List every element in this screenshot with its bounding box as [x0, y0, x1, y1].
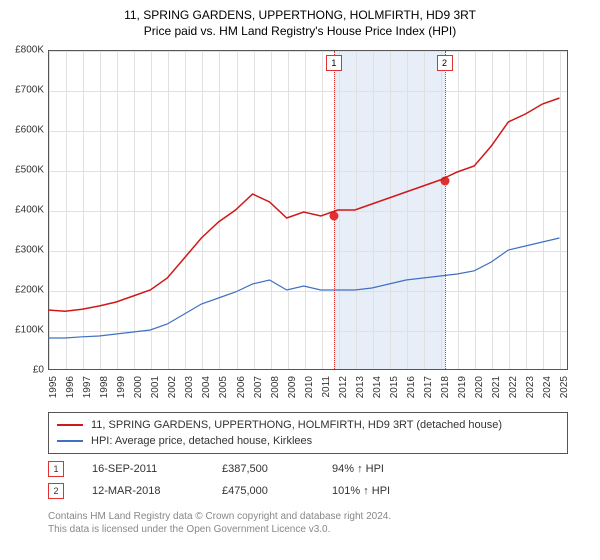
sale-date: 12-MAR-2018: [92, 485, 222, 497]
sale-row: 1 16-SEP-2011 £387,500 94% ↑ HPI: [48, 458, 568, 480]
title-address: 11, SPRING GARDENS, UPPERTHONG, HOLMFIRT…: [0, 8, 600, 24]
series-line: [48, 98, 560, 311]
x-axis-label: 2008: [270, 376, 281, 406]
x-axis-label: 2003: [184, 376, 195, 406]
x-axis-label: 1995: [48, 376, 59, 406]
x-axis-label: 2018: [440, 376, 451, 406]
x-axis-label: 1996: [65, 376, 76, 406]
legend-box: 11, SPRING GARDENS, UPPERTHONG, HOLMFIRT…: [48, 412, 568, 454]
x-axis-label: 2012: [338, 376, 349, 406]
x-axis-label: 2023: [525, 376, 536, 406]
title-block: 11, SPRING GARDENS, UPPERTHONG, HOLMFIRT…: [0, 0, 600, 39]
x-axis-label: 2017: [423, 376, 434, 406]
x-axis-label: 2020: [474, 376, 485, 406]
x-axis-label: 2024: [542, 376, 553, 406]
x-axis-label: 2006: [236, 376, 247, 406]
y-axis-label: £800K: [0, 45, 44, 56]
footer-line2: This data is licensed under the Open Gov…: [48, 523, 568, 536]
x-axis-label: 1998: [99, 376, 110, 406]
legend-swatch: [57, 424, 83, 426]
sale-vs-hpi: 94% ↑ HPI: [332, 463, 452, 475]
sale-vs-hpi: 101% ↑ HPI: [332, 485, 452, 497]
footer-attribution: Contains HM Land Registry data © Crown c…: [48, 510, 568, 536]
x-axis-label: 2014: [372, 376, 383, 406]
sale-row: 2 12-MAR-2018 £475,000 101% ↑ HPI: [48, 480, 568, 502]
chart-area: 12 £0£100K£200K£300K£400K£500K£600K£700K…: [48, 50, 568, 370]
sale-marker-icon: 1: [48, 461, 64, 477]
x-axis-label: 2004: [201, 376, 212, 406]
y-axis-label: £400K: [0, 205, 44, 216]
x-axis-label: 2022: [508, 376, 519, 406]
x-axis-label: 2016: [406, 376, 417, 406]
x-axis-label: 2011: [321, 376, 332, 406]
legend-label: 11, SPRING GARDENS, UPPERTHONG, HOLMFIRT…: [91, 419, 502, 431]
footer-line1: Contains HM Land Registry data © Crown c…: [48, 510, 568, 523]
x-axis-label: 2002: [167, 376, 178, 406]
x-axis-label: 2007: [253, 376, 264, 406]
x-axis-label: 2013: [355, 376, 366, 406]
x-axis-label: 2025: [559, 376, 570, 406]
y-axis-label: £0: [0, 365, 44, 376]
x-axis-label: 2009: [287, 376, 298, 406]
y-axis-label: £700K: [0, 85, 44, 96]
y-axis-label: £100K: [0, 325, 44, 336]
sale-price: £475,000: [222, 485, 332, 497]
sale-date: 16-SEP-2011: [92, 463, 222, 475]
x-axis-label: 2021: [491, 376, 502, 406]
x-axis-label: 1999: [116, 376, 127, 406]
sales-table: 1 16-SEP-2011 £387,500 94% ↑ HPI 2 12-MA…: [48, 458, 568, 502]
series-line: [48, 238, 560, 338]
chart-container: 11, SPRING GARDENS, UPPERTHONG, HOLMFIRT…: [0, 0, 600, 560]
x-axis-label: 2000: [133, 376, 144, 406]
line-series-svg: [48, 50, 568, 370]
x-axis-label: 2015: [389, 376, 400, 406]
y-axis-label: £300K: [0, 245, 44, 256]
title-subtitle: Price paid vs. HM Land Registry's House …: [0, 24, 600, 40]
x-axis-label: 2005: [218, 376, 229, 406]
y-axis-label: £600K: [0, 125, 44, 136]
y-axis-label: £200K: [0, 285, 44, 296]
legend-label: HPI: Average price, detached house, Kirk…: [91, 435, 312, 447]
x-axis-label: 2019: [457, 376, 468, 406]
legend-swatch: [57, 440, 83, 442]
x-axis-label: 2010: [304, 376, 315, 406]
legend-row: HPI: Average price, detached house, Kirk…: [57, 433, 559, 449]
sale-price: £387,500: [222, 463, 332, 475]
legend-row: 11, SPRING GARDENS, UPPERTHONG, HOLMFIRT…: [57, 417, 559, 433]
sale-marker-icon: 2: [48, 483, 64, 499]
y-axis-label: £500K: [0, 165, 44, 176]
x-axis-label: 2001: [150, 376, 161, 406]
x-axis-label: 1997: [82, 376, 93, 406]
